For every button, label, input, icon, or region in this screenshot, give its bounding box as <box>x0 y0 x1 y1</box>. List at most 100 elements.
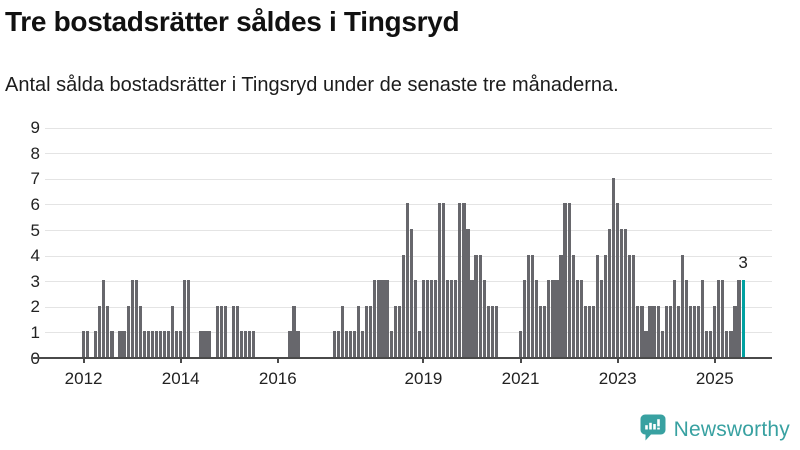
bar <box>482 280 486 357</box>
bar <box>421 280 426 357</box>
x-axis-tick <box>179 359 182 363</box>
bar <box>676 305 680 357</box>
bar <box>612 177 616 357</box>
x-axis-tick <box>519 359 522 363</box>
bar <box>454 280 458 357</box>
bar <box>118 331 122 357</box>
gridline <box>45 178 772 180</box>
bar <box>527 254 531 357</box>
bar <box>381 280 385 357</box>
bar <box>296 331 300 357</box>
newsworthy-logo-text: Newsworthy <box>673 418 790 441</box>
bar <box>122 331 126 357</box>
y-axis-label: 7 <box>30 169 40 189</box>
bar <box>490 305 494 357</box>
bar <box>567 203 571 357</box>
bar <box>243 331 248 357</box>
bar <box>717 280 721 357</box>
bar <box>725 331 729 357</box>
y-axis-label: 1 <box>30 322 40 342</box>
bar <box>721 280 725 357</box>
bar <box>239 331 243 357</box>
bar <box>486 305 490 357</box>
bar <box>110 331 114 357</box>
bar <box>219 305 223 357</box>
bar <box>624 229 628 357</box>
bar <box>126 305 130 357</box>
bar <box>199 331 203 357</box>
y-axis-label: 8 <box>30 143 40 163</box>
bar <box>543 305 547 357</box>
x-axis-tick <box>422 359 425 363</box>
bar <box>446 280 450 357</box>
bar <box>571 254 575 357</box>
bar <box>551 280 555 357</box>
bar <box>648 305 652 357</box>
bar <box>146 331 150 357</box>
bar <box>235 305 239 357</box>
y-axis-label: 2 <box>30 297 40 317</box>
bar <box>349 331 353 357</box>
x-axis-label: 2025 <box>695 369 734 388</box>
gridline <box>45 153 772 155</box>
bar <box>82 331 86 357</box>
bar <box>429 280 434 357</box>
bar <box>413 280 417 357</box>
chart-subtitle: Antal sålda bostadsrätter i Tingsryd und… <box>5 74 619 96</box>
bar <box>385 280 389 357</box>
highlight-bar-value-label: 3 <box>738 253 748 273</box>
bar <box>644 331 648 357</box>
x-axis-label: 2016 <box>258 369 297 388</box>
bar <box>389 331 393 357</box>
bar <box>547 280 551 357</box>
y-axis-label: 6 <box>30 194 40 214</box>
bar <box>417 331 421 357</box>
bar <box>130 280 134 357</box>
bar <box>183 280 187 357</box>
bar <box>187 280 191 357</box>
bar <box>207 331 211 357</box>
bar <box>531 254 535 357</box>
bar <box>668 305 672 357</box>
bar <box>450 280 454 357</box>
bar <box>680 254 684 357</box>
bar <box>86 331 90 357</box>
bar <box>175 331 179 357</box>
y-axis-label: 9 <box>30 118 40 138</box>
bar <box>713 305 717 357</box>
bar <box>438 203 442 357</box>
bar <box>595 254 600 357</box>
bar <box>365 305 369 357</box>
bar <box>620 229 624 357</box>
bar <box>535 280 539 357</box>
bar <box>106 305 110 357</box>
page-title: Tre bostadsrätter såldes i Tingsryd <box>5 6 460 37</box>
bar <box>150 331 154 357</box>
bar <box>494 305 498 357</box>
bar <box>587 305 591 357</box>
bar <box>171 305 175 357</box>
bar <box>523 280 527 357</box>
bar <box>179 331 183 357</box>
gridline <box>45 127 772 129</box>
bar <box>166 331 171 357</box>
bar <box>292 305 296 357</box>
bar <box>555 280 559 357</box>
x-axis-label: 2019 <box>404 369 443 388</box>
bar <box>458 203 462 357</box>
bar <box>98 305 102 357</box>
bar <box>393 305 397 357</box>
bar <box>94 331 98 357</box>
bar <box>591 305 595 357</box>
bar <box>684 280 689 357</box>
bar <box>640 305 644 357</box>
x-axis-line <box>33 357 772 359</box>
x-axis-label: 2023 <box>598 369 637 388</box>
bar <box>616 203 620 357</box>
bar <box>664 305 668 357</box>
x-axis-label: 2014 <box>161 369 200 388</box>
bar <box>340 305 345 357</box>
y-axis-label: 3 <box>30 271 40 291</box>
newsworthy-logo: Newsworthy <box>640 414 790 446</box>
